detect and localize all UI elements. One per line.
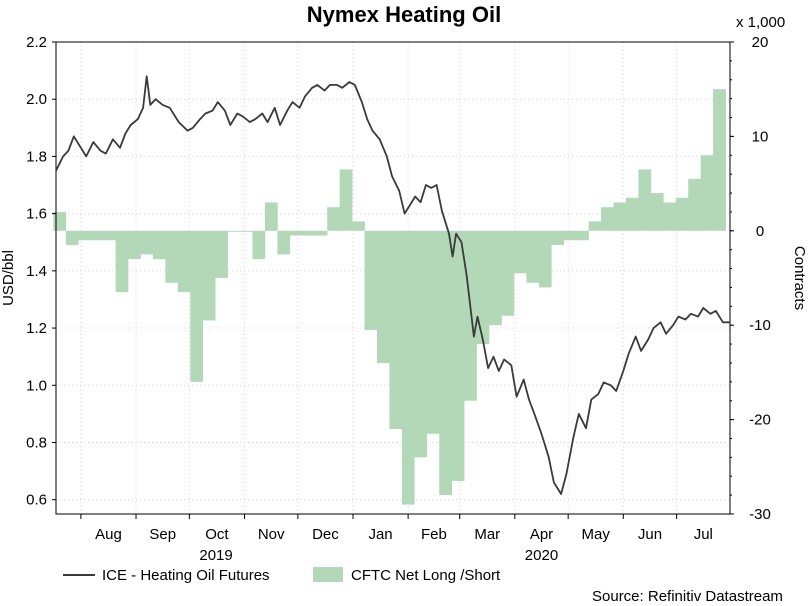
bar bbox=[165, 230, 179, 283]
bar bbox=[115, 230, 129, 293]
bar bbox=[339, 169, 353, 231]
bar bbox=[414, 230, 428, 458]
bar bbox=[227, 230, 241, 232]
left-tick-label: 0.8 bbox=[26, 434, 47, 451]
x-tick-label: Jan bbox=[368, 526, 392, 543]
bar bbox=[401, 230, 415, 505]
bar bbox=[376, 230, 390, 363]
right-tick-label: 20 bbox=[752, 34, 769, 51]
bar bbox=[53, 211, 67, 231]
right-tick-label: -30 bbox=[749, 506, 771, 523]
year-label: 2019 bbox=[199, 547, 232, 564]
legend-bar-label: CFTC Net Long /Short bbox=[351, 567, 501, 584]
bar bbox=[563, 230, 577, 241]
line-series bbox=[55, 75, 730, 495]
bar bbox=[78, 230, 91, 241]
bar bbox=[352, 221, 365, 231]
bar bbox=[426, 230, 440, 434]
bar bbox=[389, 230, 403, 430]
x-tick-label: Dec bbox=[312, 526, 339, 543]
bar bbox=[451, 230, 465, 481]
axis-labels: 0.6 0.8 1.0 1.2 1.4 1.6 1.8 2.0 2.2 -30 -20 -10 0 10 2… bbox=[0, 34, 808, 564]
left-tick-label: 1.2 bbox=[26, 320, 47, 337]
bar bbox=[713, 89, 726, 231]
price-line bbox=[55, 75, 730, 495]
left-tick-label: 2.0 bbox=[26, 91, 47, 108]
legend-line-label: ICE - Heating Oil Futures bbox=[102, 567, 270, 584]
legend-bar-swatch bbox=[313, 567, 343, 582]
bar bbox=[140, 230, 154, 255]
bar bbox=[489, 230, 502, 326]
x-tick-label: Sep bbox=[149, 526, 176, 543]
legend: ICE - Heating Oil Futures CFTC Net Long /… bbox=[63, 567, 501, 584]
bar bbox=[576, 230, 589, 241]
x-tick-label: Jun bbox=[638, 526, 662, 543]
bar bbox=[215, 230, 228, 278]
chart-title: Nymex Heating Oil bbox=[306, 2, 502, 27]
right-axis-multiplier: x 1,000 bbox=[736, 14, 786, 31]
bar bbox=[663, 202, 677, 231]
bar bbox=[252, 230, 266, 260]
left-axis-title: USD/bbl bbox=[0, 250, 17, 306]
bar bbox=[202, 230, 216, 321]
bar bbox=[526, 230, 540, 283]
plot-frame bbox=[55, 41, 731, 515]
right-axis-title: Contracts bbox=[791, 246, 808, 310]
bar bbox=[439, 230, 452, 496]
left-tick-label: 1.0 bbox=[26, 377, 47, 394]
bar bbox=[613, 202, 627, 231]
x-tick-label: Aug bbox=[95, 526, 122, 543]
bar bbox=[240, 230, 253, 232]
bar bbox=[464, 230, 477, 401]
x-tick-label: Feb bbox=[421, 526, 447, 543]
left-tick-label: 1.6 bbox=[26, 206, 47, 223]
bar bbox=[264, 202, 278, 231]
bar bbox=[700, 155, 714, 231]
x-tick-label: Mar bbox=[474, 526, 500, 543]
bar bbox=[501, 230, 515, 316]
bar bbox=[177, 230, 191, 293]
bar bbox=[327, 207, 340, 231]
bar bbox=[513, 230, 527, 274]
bar bbox=[152, 230, 166, 260]
left-tick-label: 1.4 bbox=[26, 263, 47, 280]
axes bbox=[52, 41, 734, 519]
bar bbox=[601, 207, 614, 231]
bar bbox=[588, 221, 602, 231]
bar bbox=[364, 230, 378, 330]
bar bbox=[688, 178, 701, 231]
bar bbox=[190, 230, 204, 382]
left-tick-label: 1.8 bbox=[26, 148, 47, 165]
bar bbox=[65, 230, 79, 245]
right-tick-label: -20 bbox=[749, 412, 771, 429]
bar bbox=[675, 197, 689, 231]
bar bbox=[638, 169, 652, 231]
x-tick-label: Nov bbox=[258, 526, 285, 543]
bar bbox=[625, 197, 639, 231]
bar bbox=[128, 230, 141, 260]
source-note: Source: Refinitiv Datastream bbox=[592, 588, 783, 605]
right-tick-label: 0 bbox=[756, 223, 764, 240]
bar bbox=[90, 230, 104, 241]
x-tick-label: May bbox=[582, 526, 611, 543]
x-tick-label: Jul bbox=[694, 526, 713, 543]
bar bbox=[103, 230, 116, 241]
bar bbox=[551, 230, 565, 245]
bar bbox=[314, 230, 328, 236]
left-tick-label: 0.6 bbox=[26, 492, 47, 509]
bar bbox=[277, 230, 291, 255]
right-tick-label: 10 bbox=[752, 128, 769, 145]
year-label: 2020 bbox=[525, 547, 558, 564]
x-tick-label: Apr bbox=[530, 526, 553, 543]
bar bbox=[302, 230, 316, 236]
bar bbox=[650, 193, 664, 231]
x-tick-label: Oct bbox=[205, 526, 229, 543]
bar bbox=[538, 230, 552, 288]
right-tick-label: -10 bbox=[749, 317, 771, 334]
bar-series bbox=[53, 89, 726, 505]
bar bbox=[476, 230, 490, 345]
bar bbox=[289, 230, 303, 236]
left-tick-label: 2.2 bbox=[26, 34, 47, 51]
